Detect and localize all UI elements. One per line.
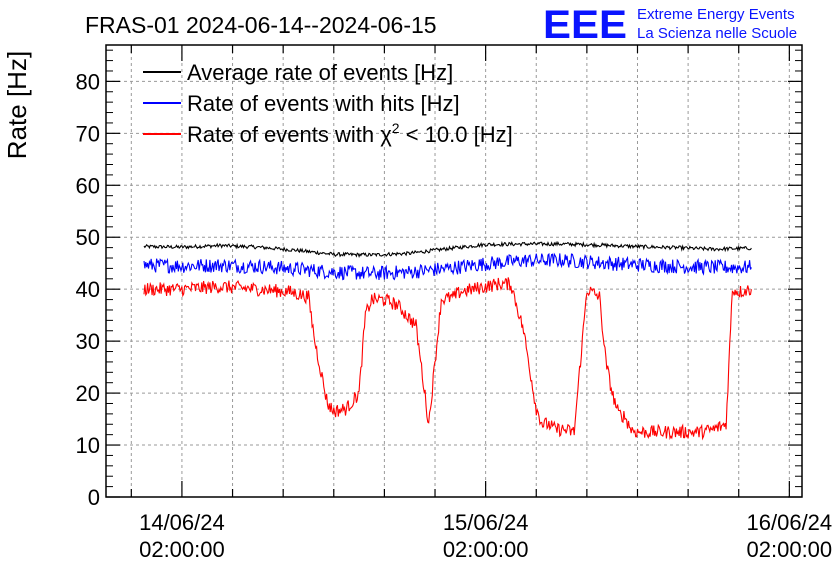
- x-tick-label-time: 02:00:00: [443, 537, 529, 562]
- x-tick-label-date: 14/06/24: [139, 510, 225, 535]
- eee-logo-line1: Extreme Energy Events: [637, 6, 795, 23]
- x-tick-label-time: 02:00:00: [139, 537, 225, 562]
- legend-label-chi2-prefix: Rate of events with: [187, 122, 380, 147]
- legend-label-chi2-sup: 2: [392, 120, 400, 136]
- x-tick-label-date: 16/06/24: [747, 510, 833, 535]
- eee-logo: EEE Extreme Energy Events La Scienza nel…: [543, 3, 797, 47]
- y-axis-label: Rate [Hz]: [2, 51, 32, 159]
- y-tick-label: 70: [76, 121, 100, 146]
- series-hits: [143, 252, 752, 281]
- legend-label-hits: Rate of events with hits [Hz]: [187, 91, 460, 116]
- axes: 0102030405060708014/06/2402:00:0015/06/2…: [76, 45, 833, 562]
- y-tick-label: 10: [76, 433, 100, 458]
- x-tick-label-time: 02:00:00: [747, 537, 833, 562]
- y-tick-label: 0: [88, 485, 100, 510]
- legend-label-average: Average rate of events [Hz]: [187, 60, 453, 85]
- y-tick-label: 20: [76, 381, 100, 406]
- y-tick-label: 30: [76, 329, 100, 354]
- legend-label-chi2-suffix: < 10.0 [Hz]: [400, 122, 513, 147]
- legend-label-chi2-symbol: χ: [380, 122, 392, 147]
- series-average: [143, 240, 752, 258]
- y-tick-label: 60: [76, 173, 100, 198]
- y-tick-label: 80: [76, 69, 100, 94]
- y-tick-label: 50: [76, 225, 100, 250]
- legend: Average rate of events [Hz] Rate of even…: [143, 60, 513, 147]
- legend-label-chi2: Rate of events with χ2 < 10.0 [Hz]: [187, 120, 513, 147]
- series-layer: [143, 240, 752, 441]
- series-chi2: [143, 277, 752, 441]
- plot-frame: [105, 44, 803, 498]
- eee-logo-line2: La Scienza nelle Scuole: [637, 25, 797, 42]
- x-tick-label-date: 15/06/24: [443, 510, 529, 535]
- y-tick-label: 40: [76, 277, 100, 302]
- eee-logo-mark: EEE: [543, 3, 627, 47]
- chart-title: FRAS-01 2024-06-14--2024-06-15: [85, 12, 437, 38]
